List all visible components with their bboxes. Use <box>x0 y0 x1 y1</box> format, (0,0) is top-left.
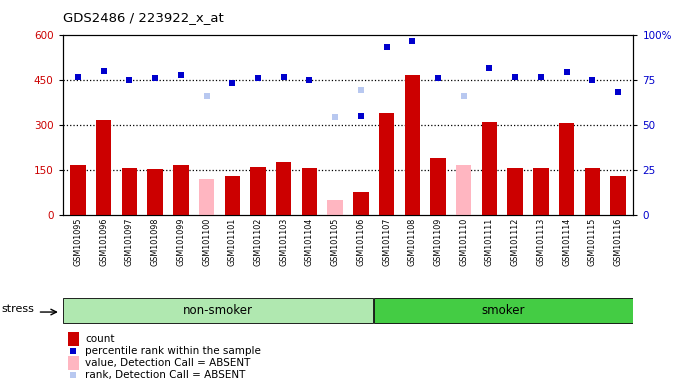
Point <box>68 348 79 354</box>
Point <box>201 93 212 99</box>
Bar <box>430 158 445 215</box>
Bar <box>610 176 626 215</box>
Bar <box>122 169 137 215</box>
Bar <box>559 123 574 215</box>
Point <box>587 77 598 83</box>
Point <box>612 89 624 95</box>
Bar <box>276 162 292 215</box>
Point <box>484 65 495 71</box>
Point <box>124 77 135 83</box>
Point <box>227 79 238 86</box>
Point <box>509 74 521 80</box>
Point <box>406 38 418 44</box>
Text: percentile rank within the sample: percentile rank within the sample <box>86 346 261 356</box>
Text: stress: stress <box>1 304 34 314</box>
Bar <box>70 166 86 215</box>
Point <box>68 372 79 378</box>
Bar <box>173 166 189 215</box>
Point <box>278 74 290 80</box>
Text: GDS2486 / 223922_x_at: GDS2486 / 223922_x_at <box>63 12 223 25</box>
Bar <box>374 298 633 323</box>
Bar <box>482 122 497 215</box>
Point <box>330 114 341 120</box>
Bar <box>507 169 523 215</box>
Point <box>535 74 546 80</box>
Bar <box>327 200 343 215</box>
Bar <box>404 75 420 215</box>
Point <box>72 74 84 80</box>
Bar <box>533 169 548 215</box>
Point <box>561 69 572 75</box>
Bar <box>585 169 600 215</box>
Text: value, Detection Call = ABSENT: value, Detection Call = ABSENT <box>86 358 251 368</box>
Bar <box>225 176 240 215</box>
Bar <box>68 356 79 370</box>
Point <box>150 75 161 81</box>
Text: rank, Detection Call = ABSENT: rank, Detection Call = ABSENT <box>86 370 246 380</box>
Text: smoker: smoker <box>482 304 525 317</box>
Point <box>355 113 366 119</box>
Bar <box>148 169 163 215</box>
Point <box>304 77 315 83</box>
Bar <box>302 169 317 215</box>
Point <box>175 72 187 78</box>
Bar <box>63 298 374 323</box>
Bar <box>379 113 394 215</box>
Point <box>98 68 109 74</box>
Point <box>355 87 366 93</box>
Bar <box>353 192 369 215</box>
Point <box>253 75 264 81</box>
Bar <box>251 167 266 215</box>
Bar <box>96 120 111 215</box>
Point <box>381 43 392 50</box>
Bar <box>68 332 79 346</box>
Bar <box>456 166 471 215</box>
Bar <box>199 179 214 215</box>
Point <box>458 93 469 99</box>
Text: count: count <box>86 334 115 344</box>
Text: non-smoker: non-smoker <box>183 304 253 317</box>
Point <box>432 75 443 81</box>
